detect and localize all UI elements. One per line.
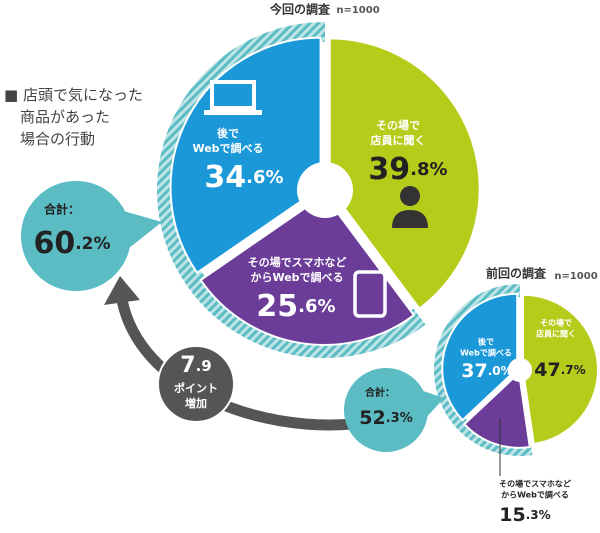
slice-label: Webで調べる [460, 348, 512, 358]
pie-slice [328, 37, 481, 311]
heading: ■ 店頭で気になった 商品があった 場合の行動 [4, 84, 143, 150]
heading-line: 商品があった [20, 108, 111, 126]
slice-value: 15.3% [499, 504, 550, 526]
total-bubble [344, 368, 428, 452]
person-body [392, 210, 428, 228]
phone-icon [353, 270, 387, 318]
slice-value: 34.6% [204, 160, 283, 195]
increase-caption: 増加 [185, 396, 207, 410]
total-bubble [21, 181, 131, 291]
badge-circle [157, 345, 235, 423]
slice-label: その場で [376, 118, 420, 132]
slice-label: 店員に聞く [536, 329, 576, 339]
slice-label: 後で [217, 126, 239, 140]
pie-slice [521, 293, 599, 446]
pie-hole [508, 358, 532, 382]
pie-slice [199, 193, 416, 346]
pie-slice [441, 292, 519, 422]
slice-value: 47.7% [534, 359, 585, 381]
slice-value: 37.0% [461, 360, 512, 382]
increase-caption: ポイント [174, 381, 218, 395]
laptop-base [204, 110, 262, 115]
total-caption: 合計： [364, 386, 395, 399]
slice-label: その場でスマホなど [248, 255, 347, 269]
pie-note: n=1000 [554, 271, 597, 282]
arrow-head [104, 276, 140, 305]
person-head [400, 186, 420, 206]
heading-line: 場合の行動 [20, 130, 96, 148]
pie-slice [169, 36, 322, 275]
heading-line: ■ 店頭で気になった [4, 86, 143, 104]
pie-hole [297, 162, 353, 218]
pie-note: n=1000 [336, 5, 379, 16]
slice-value: 25.6% [256, 289, 335, 324]
pie-title: 今回の調査 [269, 2, 331, 17]
slice-label: からWebで調べる [501, 490, 569, 500]
slice-value: 39.8% [368, 152, 447, 187]
pie-slice [462, 370, 531, 449]
total-caption: 合計： [44, 202, 80, 217]
slice-label: からWebで調べる [250, 270, 343, 284]
slice-label: 後で [478, 337, 494, 347]
increase-value: 7.9 [180, 353, 211, 378]
pie-title: 前回の調査 [486, 266, 547, 281]
slice-label: その場でスマホなど [499, 479, 571, 489]
slice-label: その場で [540, 318, 572, 328]
laptop-icon [210, 80, 256, 110]
total-value: 60.2% [33, 226, 110, 261]
slice-label: 店員に聞く [371, 133, 426, 147]
total-value: 52.3% [359, 407, 412, 429]
icons [204, 80, 428, 318]
slice-label: Webで調べる [192, 141, 263, 155]
